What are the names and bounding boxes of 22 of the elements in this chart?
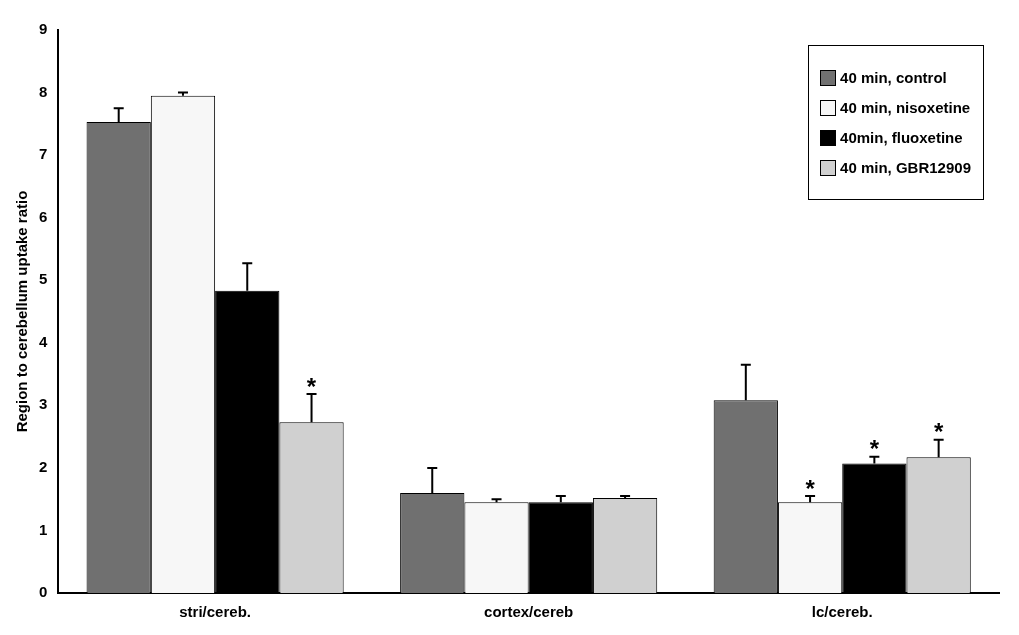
annotation: * — [805, 474, 816, 502]
y-tick-label: 9 — [39, 20, 48, 38]
y-tick-label: 8 — [39, 82, 48, 100]
x-tick-label: stri/cereb. — [179, 603, 251, 621]
legend-label: 40 min, nisoxetine — [840, 99, 971, 116]
y-tick-label: 0 — [39, 583, 48, 601]
annotation: * — [869, 435, 880, 463]
y-tick-label: 4 — [39, 332, 48, 350]
legend-label: 40 min, GBR12909 — [840, 159, 971, 176]
y-tick-label: 6 — [39, 207, 48, 225]
y-axis-title: Region to cerebellum uptake ratio — [13, 190, 31, 433]
x-tick-label: lc/cereb. — [811, 603, 873, 621]
annotation: * — [933, 418, 944, 446]
y-tick-label: 7 — [39, 145, 48, 163]
legend-label: 40min, fluoxetine — [840, 129, 963, 146]
x-tick-label: cortex/cereb — [484, 603, 574, 621]
y-tick-label: 1 — [39, 520, 48, 538]
y-tick-label: 5 — [39, 270, 48, 288]
legend-label: 40 min, control — [840, 69, 947, 86]
y-tick-label: 2 — [39, 458, 48, 476]
y-tick-label: 3 — [39, 395, 48, 413]
annotation: * — [306, 372, 317, 400]
